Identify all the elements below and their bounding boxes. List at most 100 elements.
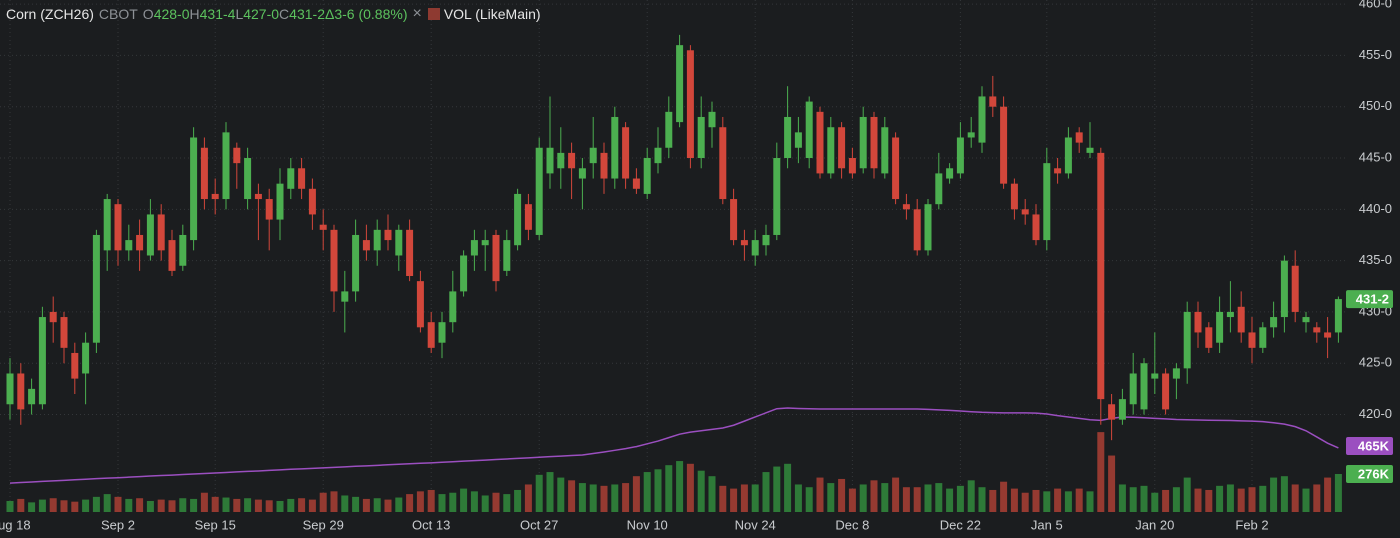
volume-bar <box>319 492 327 512</box>
candle-body <box>1032 214 1040 241</box>
candle-body <box>1183 311 1191 369</box>
volume-bar <box>740 484 748 512</box>
volume-bar <box>1226 484 1234 512</box>
value-badge-label: 465K <box>1358 438 1390 453</box>
candle-body <box>481 240 489 246</box>
candle-body <box>719 127 727 200</box>
candle-body <box>838 127 846 169</box>
volume-bar <box>708 476 716 512</box>
close-icon[interactable]: × <box>412 5 422 22</box>
candle-body <box>200 147 208 200</box>
candle-body <box>1021 209 1029 215</box>
volume-bar <box>524 484 532 512</box>
volume-bar <box>827 483 835 512</box>
volume-bar <box>719 485 727 512</box>
volume-bar <box>362 498 370 512</box>
candle-body <box>38 317 46 405</box>
exchange: CBOT <box>98 6 138 22</box>
volume-bar <box>1054 488 1062 512</box>
volume-bar <box>157 499 165 512</box>
volume-bar <box>794 484 802 512</box>
candle-body <box>1226 311 1234 318</box>
candle-body <box>6 373 14 405</box>
ohlc-value: 428-0 <box>153 6 190 22</box>
candle-body <box>157 214 165 251</box>
volume-bar <box>978 487 986 512</box>
value-badge <box>1346 290 1393 309</box>
candle-body <box>600 152 608 179</box>
volume-bar <box>892 477 900 512</box>
x-tick-label: Dec 22 <box>940 517 981 532</box>
volume-bar <box>1280 476 1288 512</box>
ohlc-key: H <box>189 6 200 22</box>
volume-bar <box>114 496 122 512</box>
volume-bar <box>773 466 781 512</box>
volume-bar <box>125 498 133 512</box>
candle-body <box>654 147 662 164</box>
candle-body <box>1270 317 1278 328</box>
volume-bar <box>373 498 381 512</box>
volume-bar <box>568 480 576 512</box>
candle-body <box>1097 152 1105 400</box>
candle-body <box>233 147 241 164</box>
volume-bar <box>730 488 738 512</box>
volume-bar <box>838 478 846 512</box>
candle-body <box>1302 317 1310 323</box>
candle-body <box>492 234 500 282</box>
candle-body <box>265 199 273 220</box>
candle-body <box>794 132 802 148</box>
candle-body <box>913 209 921 251</box>
candle-body <box>859 116 867 169</box>
candle-body <box>319 224 327 230</box>
candle-body <box>1324 332 1332 338</box>
candle-body <box>1205 327 1213 348</box>
candle-body <box>1043 163 1051 241</box>
volume-bar <box>956 485 964 512</box>
x-tick-label: Sep 2 <box>101 517 135 532</box>
candle-body <box>1291 265 1299 312</box>
candle-body <box>1064 137 1072 174</box>
volume-bar <box>470 491 478 512</box>
volume-bar <box>136 498 144 512</box>
volume-bar <box>902 487 910 512</box>
candle-body <box>514 193 522 246</box>
x-tick-label: Jan 5 <box>1031 517 1063 532</box>
candle-body <box>416 281 424 328</box>
volume-bar <box>28 502 36 512</box>
candle-body <box>341 291 349 302</box>
volume-bar <box>406 494 414 512</box>
y-tick-label: 440-0 <box>1359 201 1392 216</box>
candle-body <box>395 229 403 256</box>
candle-body <box>438 322 446 343</box>
candle-body <box>1237 306 1245 333</box>
y-tick-label: 420-0 <box>1359 406 1392 421</box>
volume-bar <box>1162 489 1170 512</box>
volume-bar <box>1172 487 1180 512</box>
volume-bar <box>622 483 630 512</box>
volume-bar <box>762 472 770 512</box>
volume-bar <box>870 480 878 512</box>
value-badge-label: 276K <box>1358 466 1390 481</box>
candle-body <box>406 229 414 277</box>
volume-bar <box>924 484 932 512</box>
candle-body <box>1118 399 1126 420</box>
volume-bar <box>395 497 403 512</box>
volume-bar <box>697 470 705 512</box>
volume-bar <box>352 496 360 512</box>
candle-body <box>773 158 781 235</box>
volume-bar <box>6 500 14 512</box>
candle-body <box>146 214 154 256</box>
volume-bar <box>384 499 392 512</box>
candle-body <box>287 168 295 189</box>
candle-body <box>1334 299 1342 333</box>
volume-bar <box>1324 477 1332 512</box>
candle-body <box>1313 327 1321 333</box>
volume-bar <box>816 477 824 512</box>
candle-body <box>892 137 900 200</box>
y-tick-label: 455-0 <box>1359 47 1392 62</box>
volume-bar <box>676 461 684 512</box>
candle-body <box>827 127 835 174</box>
volume-bar <box>1118 484 1126 512</box>
volume-bar <box>784 463 792 512</box>
